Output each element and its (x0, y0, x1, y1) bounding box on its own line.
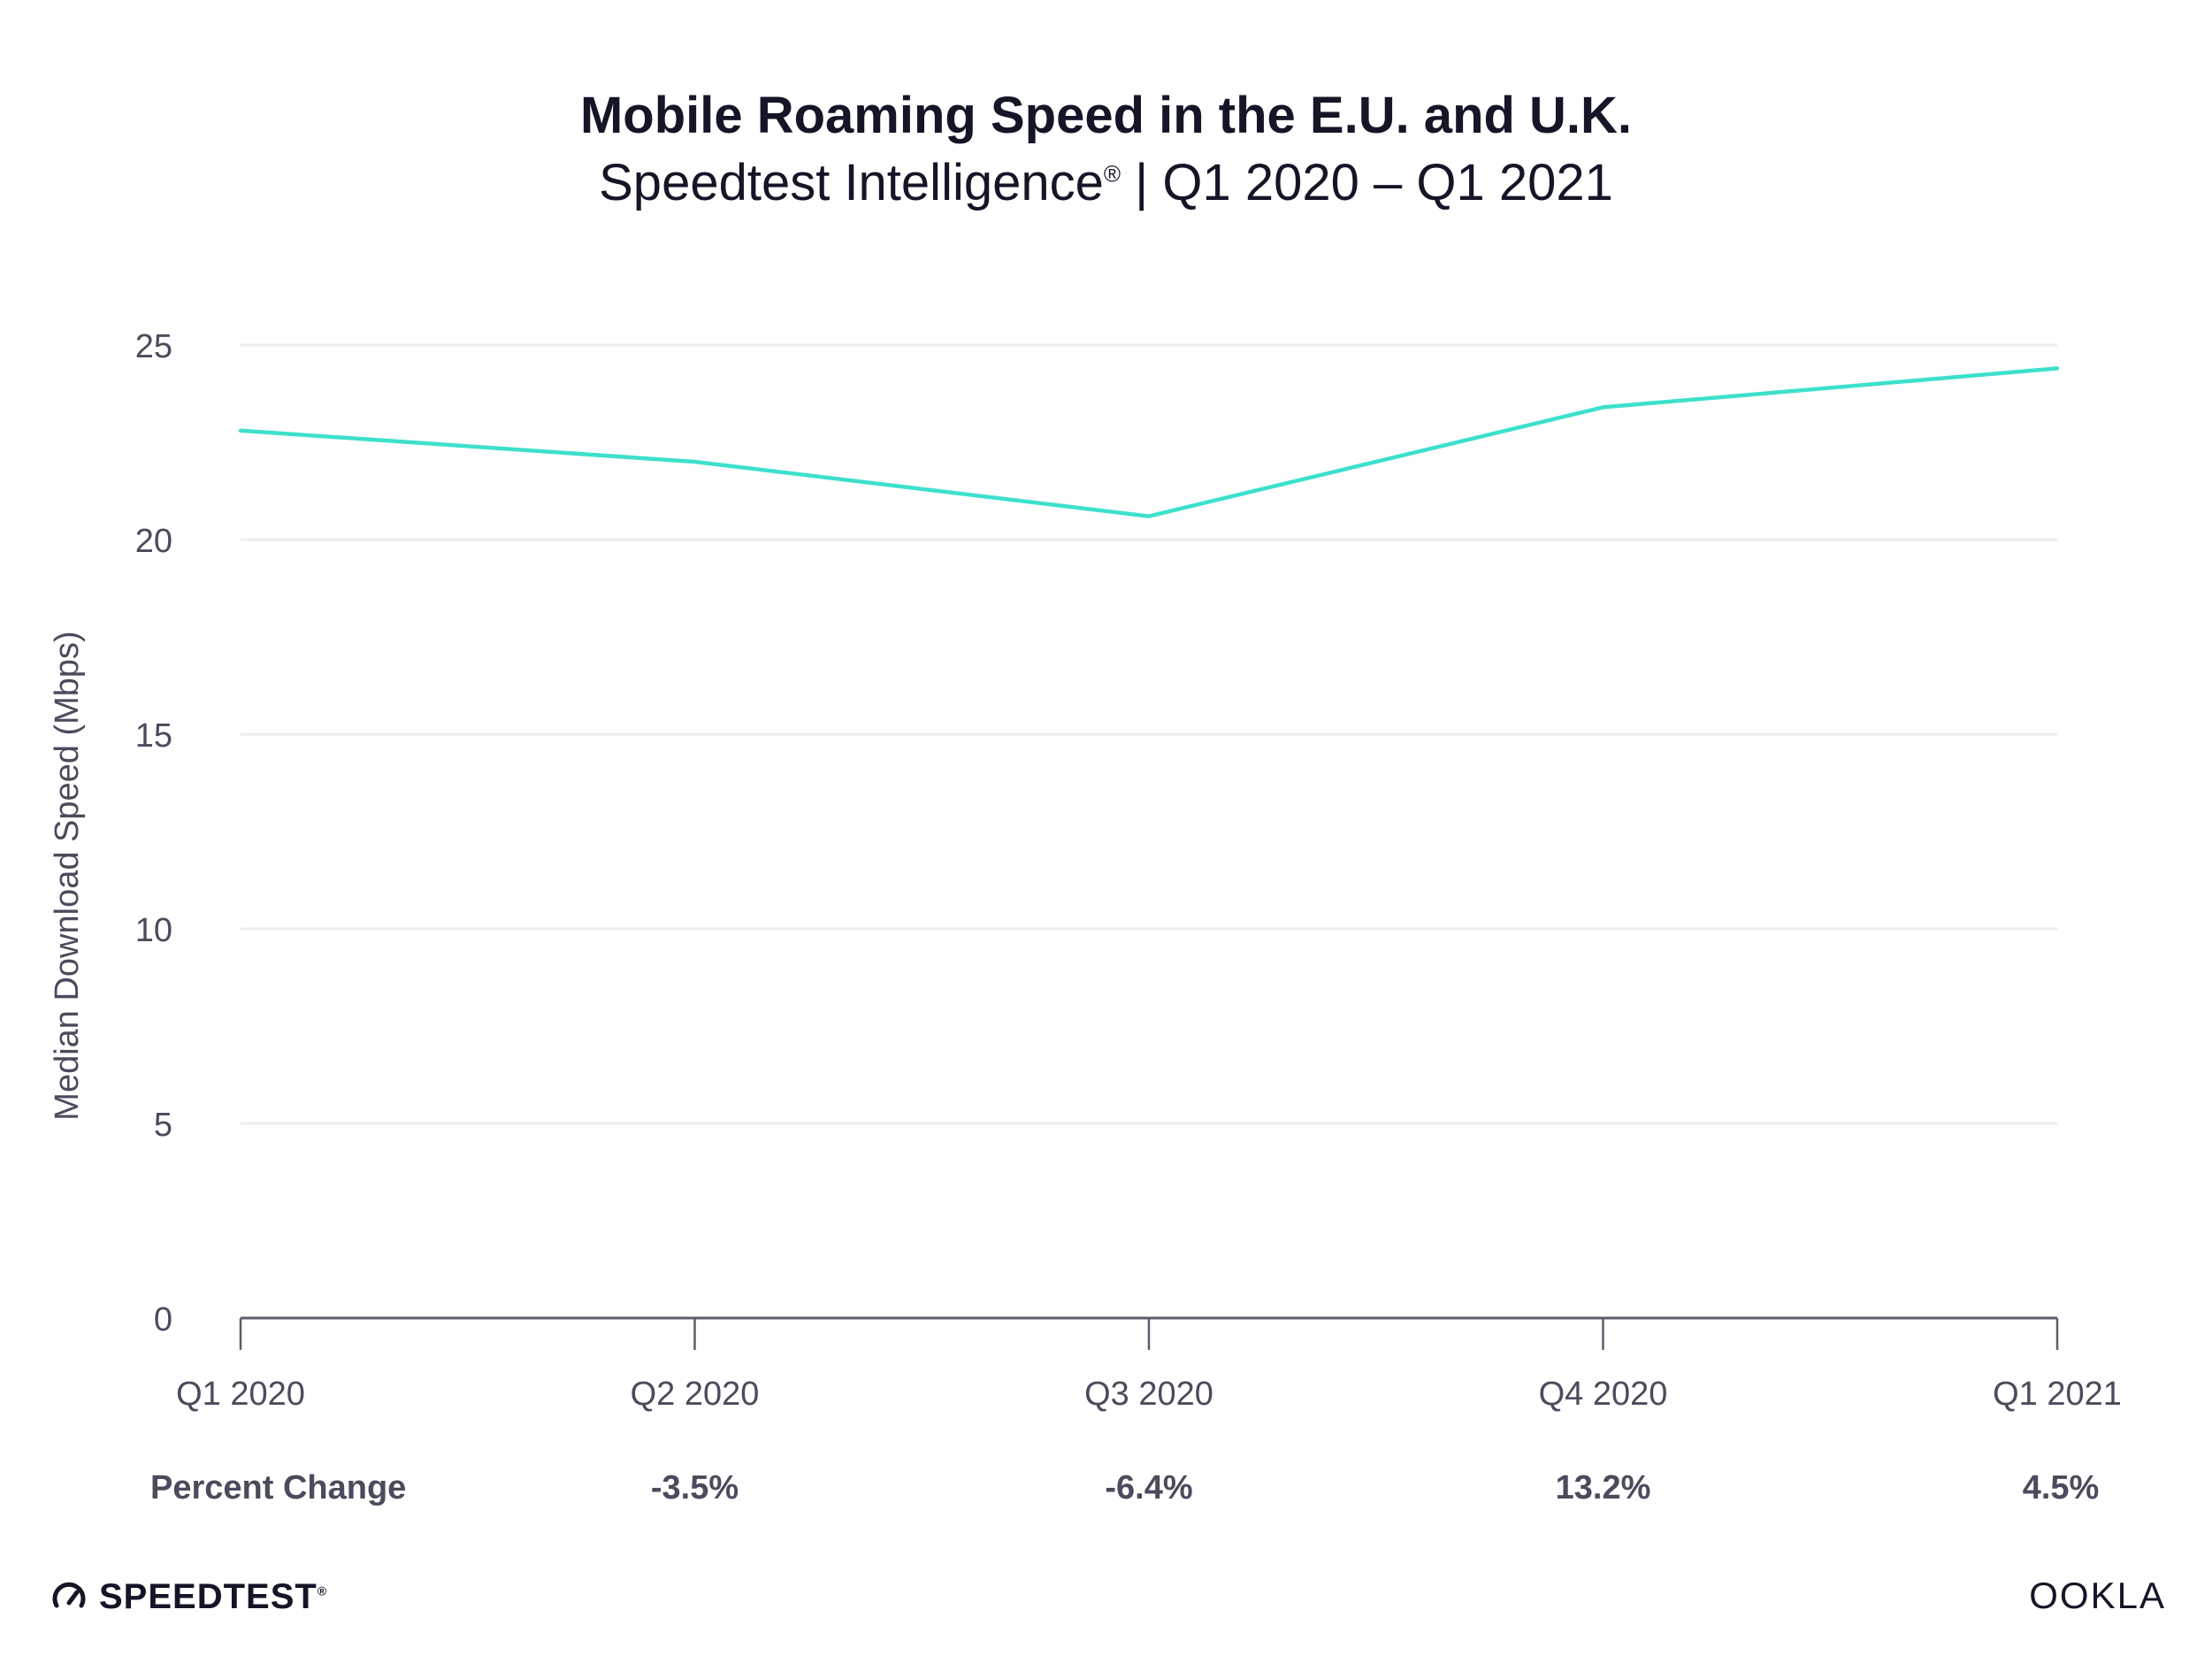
y-tick-label-25: 25 (135, 328, 172, 365)
percent-change-value-1: -3.5% (651, 1469, 739, 1506)
x-tick-label-0: Q1 2020 (176, 1376, 305, 1413)
x-tick-label-4: Q1 2021 (1993, 1376, 2122, 1413)
chart-title: Mobile Roaming Speed in the E.U. and U.K… (579, 87, 1633, 144)
percent-change-value-2: -6.4% (1105, 1469, 1192, 1506)
y-tick-label-20: 20 (135, 523, 172, 560)
percent-change-value-3: 13.2% (1556, 1469, 1651, 1506)
data-point-0-1 (693, 460, 697, 464)
data-point-0-4 (2055, 366, 2059, 371)
y-tick-label-5: 5 (154, 1107, 172, 1144)
y-tick-label-10: 10 (135, 912, 172, 949)
x-tick-label-3: Q4 2020 (1539, 1376, 1668, 1413)
subtitle-period: | Q1 2020 – Q1 2021 (1121, 154, 1613, 211)
x-tick-label-2: Q3 2020 (1084, 1376, 1213, 1413)
y-tick-label-0: 0 (154, 1301, 172, 1338)
registered-mark: ® (1103, 160, 1121, 188)
x-tick-label-1: Q2 2020 (631, 1376, 760, 1413)
chart-subtitle: Speedtest Intelligence® | Q1 2020 – Q1 2… (0, 152, 2212, 214)
percent-change-label: Percent Change (150, 1469, 406, 1506)
data-point-0-2 (1147, 514, 1151, 518)
ookla-logo: OOKLA (2029, 1575, 2166, 1616)
speedometer-icon (52, 1582, 86, 1608)
data-point-0-3 (1601, 405, 1605, 410)
data-point-0-0 (239, 428, 242, 433)
y-tick-label-15: 15 (135, 717, 172, 755)
subtitle-source: Speedtest Intelligence (599, 154, 1104, 211)
y-axis-title: Median Download Speed (Mbps) (49, 631, 86, 1120)
speedtest-wordmark: SPEEDTEST® (99, 1576, 328, 1616)
percent-change-value-4: 4.5% (2023, 1469, 2100, 1506)
series-line-0 (238, 366, 2060, 518)
speedtest-logo: SPEEDTEST® (51, 1575, 327, 1619)
